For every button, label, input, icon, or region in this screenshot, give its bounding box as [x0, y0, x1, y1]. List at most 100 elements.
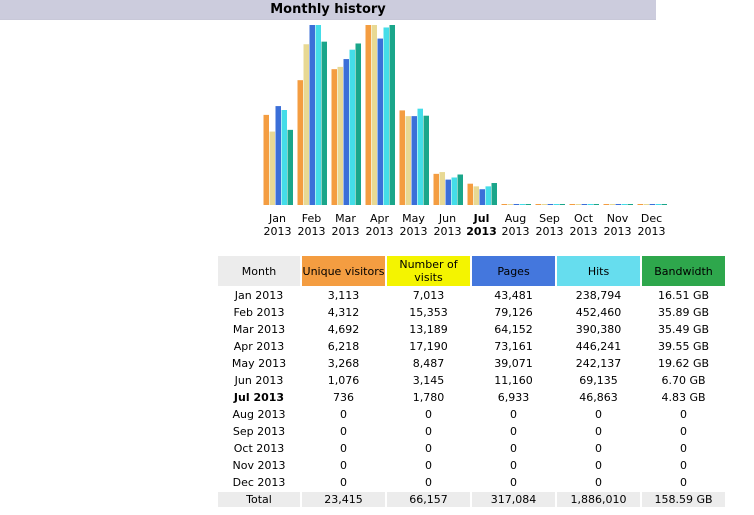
cell-visits: 0	[425, 408, 432, 421]
total-visits: 66,157	[387, 492, 470, 507]
bar-number-of-visits-mar	[337, 66, 343, 205]
x-tick-year-label: 2013	[502, 225, 530, 238]
bar-unique-visitors-apr	[365, 25, 371, 205]
table-body: Jan 2013 3,113 7,013 43,481 238,794 16.51 GB F…	[218, 288, 725, 507]
bar-number-of-visits-apr	[371, 25, 377, 205]
x-tick-month-label: Jan	[268, 212, 286, 225]
cell-month: Jan 2013	[234, 289, 284, 302]
cell-hits: 0	[595, 476, 602, 489]
x-tick-month-label: Jul	[473, 212, 490, 225]
table-row: Jul 2013 736 1,780 6,933 46,863 4.83 GB	[218, 390, 725, 405]
bar-bandwidth-gb-jan	[287, 129, 293, 205]
cell-bandwidth: 35.89 GB	[657, 306, 710, 319]
bar-hits-jun	[451, 177, 457, 205]
cell-bandwidth: 39.55 GB	[657, 340, 710, 353]
x-tick-month-label: Jun	[438, 212, 456, 225]
bar-bandwidth-gb-jul	[491, 183, 497, 205]
cell-hits: 446,241	[575, 340, 622, 353]
cell-visits: 3,145	[412, 374, 445, 387]
bar-pages-feb	[309, 25, 315, 205]
cell-bandwidth: 6.70 GB	[661, 374, 706, 387]
cell-pages: 11,160	[494, 374, 533, 387]
cell-pages: 0	[510, 442, 517, 455]
col-header-unique-visitors: Unique visitors	[302, 256, 385, 286]
cell-unique-visitors: 1,076	[327, 374, 360, 387]
table-row: Jan 2013 3,113 7,013 43,481 238,794 16.51 GB	[218, 288, 725, 303]
bar-number-of-visits-oct	[575, 204, 581, 205]
cell-pages: 6,933	[497, 391, 530, 404]
cell-unique-visitors: 6,218	[327, 340, 360, 353]
cell-month: Aug 2013	[232, 408, 286, 421]
bar-hits-nov	[621, 204, 627, 205]
bar-hits-may	[417, 108, 423, 205]
cell-unique-visitors: 0	[340, 442, 347, 455]
cell-visits: 0	[425, 476, 432, 489]
x-tick-year-label: 2013	[332, 225, 360, 238]
cell-unique-visitors: 4,312	[327, 306, 360, 319]
bar-number-of-visits-sep	[541, 204, 547, 205]
bar-bandwidth-gb-feb	[321, 41, 327, 205]
page-title: Monthly history	[270, 2, 386, 17]
cell-unique-visitors: 3,113	[327, 289, 360, 302]
cell-month: Apr 2013	[233, 340, 285, 353]
cell-pages: 0	[510, 476, 517, 489]
cell-pages: 43,481	[494, 289, 533, 302]
cell-month: Jul 2013	[233, 391, 285, 404]
total-hits: 1,886,010	[557, 492, 640, 507]
bar-unique-visitors-oct	[569, 204, 575, 205]
table-row: Apr 2013 6,218 17,190 73,161 446,241 39.55 GB	[218, 339, 725, 354]
table-row: Jun 2013 1,076 3,145 11,160 69,135 6.70 GB	[218, 373, 725, 388]
cell-pages: 0	[510, 425, 517, 438]
x-tick-year-label: 2013	[536, 225, 564, 238]
bar-number-of-visits-nov	[609, 204, 615, 205]
cell-unique-visitors: 0	[340, 408, 347, 421]
cell-unique-visitors: 0	[340, 459, 347, 472]
cell-visits: 13,189	[409, 323, 448, 336]
cell-hits: 46,863	[579, 391, 618, 404]
bar-unique-visitors-sep	[535, 204, 541, 205]
x-tick-year-label: 2013	[298, 225, 326, 238]
bar-hits-feb	[315, 25, 321, 205]
total-bandwidth: 158.59 GB	[642, 492, 725, 507]
bar-unique-visitors-may	[399, 110, 405, 205]
cell-bandwidth: 0	[680, 459, 687, 472]
table-row: Oct 2013 0 0 0 0 0	[218, 441, 725, 456]
cell-hits: 390,380	[575, 323, 622, 336]
cell-unique-visitors: 0	[340, 425, 347, 438]
cell-pages: 0	[510, 459, 517, 472]
monthly-stats-table: Month Unique visitors Number of visits P…	[216, 254, 727, 509]
x-tick-year-label: 2013	[466, 225, 497, 238]
bar-pages-sep	[547, 204, 553, 205]
bar-pages-jun	[445, 179, 451, 205]
table-row: Feb 2013 4,312 15,353 79,126 452,460 35.89 GB	[218, 305, 725, 320]
bar-hits-oct	[587, 204, 593, 205]
bar-unique-visitors-feb	[297, 80, 303, 205]
col-header-hits: Hits	[557, 256, 640, 286]
x-tick-year-label: 2013	[638, 225, 666, 238]
bar-pages-jul	[479, 189, 485, 205]
cell-pages: 39,071	[494, 357, 533, 370]
cell-visits: 0	[425, 425, 432, 438]
cell-visits: 8,487	[412, 357, 445, 370]
bar-unique-visitors-mar	[331, 69, 337, 205]
cell-month: Oct 2013	[233, 442, 285, 455]
cell-hits: 0	[595, 442, 602, 455]
bar-number-of-visits-jul	[473, 186, 479, 205]
bar-bandwidth-gb-aug	[525, 204, 531, 205]
bar-unique-visitors-jul	[467, 183, 473, 205]
cell-pages: 73,161	[494, 340, 533, 353]
table-row: Dec 2013 0 0 0 0 0	[218, 475, 725, 490]
x-tick-year-label: 2013	[604, 225, 632, 238]
cell-hits: 0	[595, 425, 602, 438]
cell-hits: 69,135	[579, 374, 618, 387]
bar-hits-sep	[553, 204, 559, 205]
cell-bandwidth: 19.62 GB	[657, 357, 710, 370]
cell-month: Nov 2013	[232, 459, 286, 472]
x-tick-year-label: 2013	[570, 225, 598, 238]
total-month: Total	[218, 492, 300, 507]
bar-bandwidth-gb-jun	[457, 174, 463, 205]
bar-pages-jan	[275, 106, 281, 205]
bar-number-of-visits-jun	[439, 172, 445, 205]
cell-hits: 452,460	[575, 306, 622, 319]
bar-bandwidth-gb-may	[423, 115, 429, 205]
